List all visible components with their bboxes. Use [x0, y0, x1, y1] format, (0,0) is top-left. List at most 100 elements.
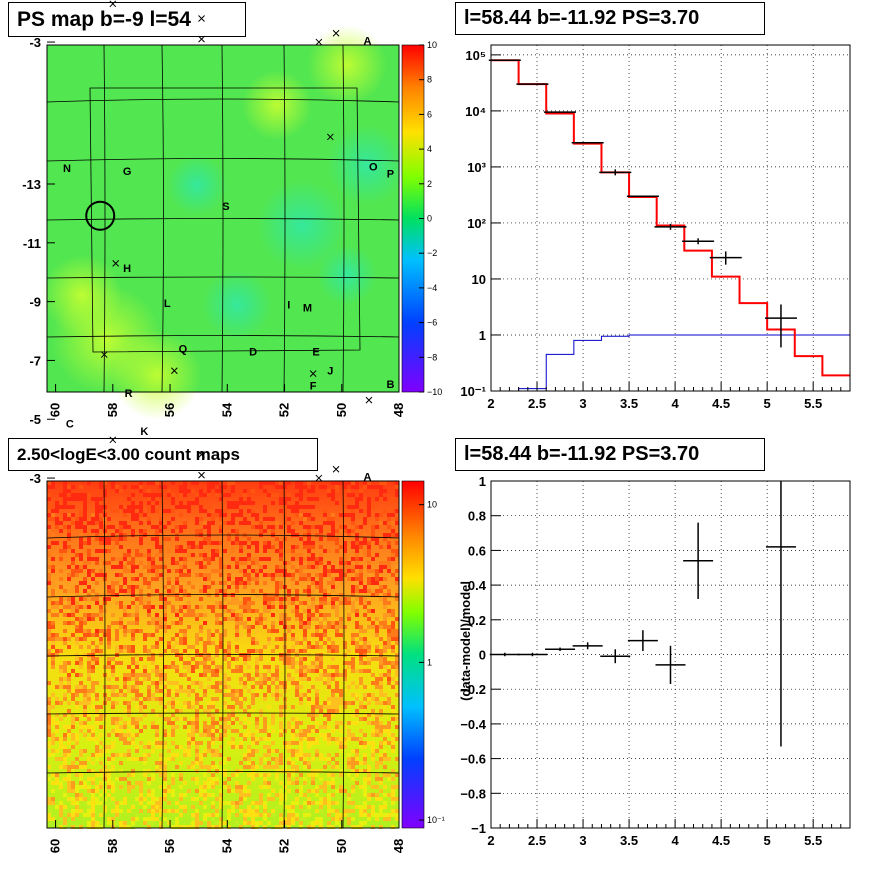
source-cross-2: [332, 29, 340, 37]
ytick-label--3: -3: [29, 35, 41, 50]
map-fluctuation-7: [202, 270, 272, 340]
map-fluctuation-1: [42, 255, 122, 335]
residual-panel: 2 2.5 3 3.5 4 4.5 5 5.5 1 0.8 0.6 0.4 0.2 0 −0.2 −0.4 −0…: [458, 474, 851, 848]
source-cross-3: [198, 15, 205, 22]
residual-ytick-label-5: 0: [479, 648, 486, 663]
spectrum-frame: [490, 44, 851, 392]
title-spectrum: l=58.44 b=-11.92 PS=3.70: [455, 2, 765, 35]
colorbar-label-1: 8: [427, 75, 432, 85]
source-cross-1: [315, 38, 323, 46]
colorbar-label-0: 10: [427, 40, 437, 50]
spectrum-ytick-label-4: 10: [472, 272, 486, 287]
xtick-label-52: 52: [277, 839, 292, 853]
grid-lon-4: [342, 44, 345, 393]
residual-ytick-label-10: −1: [471, 821, 486, 836]
grid-lat-2: [46, 654, 400, 657]
source-cross-8: [100, 351, 108, 358]
xtick-label-48: 48: [391, 839, 406, 853]
ytick-label--5: -5: [29, 412, 41, 427]
spectrum-ytick-label-5: 1: [479, 328, 486, 343]
count-pixels: [47, 481, 399, 829]
source-label-A: A: [364, 472, 372, 484]
map-fluctuation-4: [242, 70, 312, 140]
title-ps-map: PS map b=-9 l=54: [8, 2, 246, 37]
map-frame: [46, 44, 400, 393]
spectrum-xtick-label-3: 3.5: [620, 396, 638, 411]
residual-ytick-label-8: −0.6: [460, 752, 486, 767]
residual-xtick-label-3: 3.5: [620, 833, 638, 848]
source-label-K: K: [140, 0, 148, 2]
map-frame: [46, 480, 400, 829]
source-label-F: F: [310, 380, 317, 392]
residual-ytick-label-9: −0.8: [460, 786, 486, 801]
ytick-label--3: -3: [29, 471, 41, 486]
colorbar-label-5: 0: [427, 214, 432, 224]
grid-lat-1: [46, 594, 400, 598]
spectrum-ytick-label-2: 10³: [467, 160, 486, 175]
spectrum-xtick-label-7: 5.5: [804, 396, 822, 411]
xtick-label-60: 60: [48, 403, 63, 417]
spectrum-xtick-label-5: 4.5: [712, 396, 730, 411]
source-cross-5: [365, 396, 373, 404]
map-fluctuation-8: [167, 155, 227, 215]
ytick-label--7: -7: [29, 353, 41, 368]
spectrum-xtick-label-6: 5: [764, 396, 771, 411]
grid-lat-3: [46, 712, 400, 715]
source-cross-6: [170, 367, 178, 375]
map-fluctuation-3: [307, 25, 387, 105]
spectrum-xtick-label-0: 2: [487, 396, 494, 411]
ps-map-panel: ABCDEFGHIJKLMNOPQRS60585654525048-3-5-7-…: [29, 0, 442, 420]
source-label-D: D: [249, 347, 257, 359]
source-label-M: M: [303, 303, 312, 315]
spectrum-ytick-label-6: 10⁻¹: [460, 384, 486, 399]
residual-xtick-label-4: 4: [671, 833, 679, 848]
xtick-label-58: 58: [105, 403, 120, 417]
residual-xtick-label-1: 2.5: [528, 833, 546, 848]
spectrum-ytick-label-1: 10⁴: [465, 104, 486, 119]
title-residual: l=58.44 b=-11.92 PS=3.70: [455, 438, 765, 471]
source-cross-0: [198, 471, 205, 479]
count-map-panel: A B C D E F G H I J K L M N OP Q R S 60 58 56 54 52 50 48 -3 -5 -7 -…: [22, 133, 445, 853]
colorbar-label-0: 10: [427, 500, 437, 510]
colorbar-label-1: 1: [427, 657, 432, 667]
source-cross-0: [198, 35, 205, 43]
source-cross-3: [198, 451, 205, 458]
map-fluctuation-6: [327, 125, 407, 205]
residual-xtick-label-7: 5.5: [804, 833, 822, 848]
xtick-label-60: 60: [48, 839, 63, 853]
source-label-S: S: [222, 201, 229, 213]
source-label-E: E: [312, 347, 319, 359]
residual-ytick-label-3: 0.4: [468, 578, 487, 593]
colorbar-label-6: −2: [427, 248, 437, 258]
spectrum-xtick-label-2: 3: [579, 396, 586, 411]
source-cross-9: [112, 260, 120, 267]
grid-lat-4: [46, 335, 400, 338]
residual-ytick-label-2: 0.6: [468, 543, 486, 558]
grid-lat-0: [46, 534, 400, 539]
source-label-Q: Q: [179, 344, 188, 356]
source-label-C: C: [66, 419, 74, 431]
source-label-O: O: [369, 161, 378, 173]
colorbar: [401, 480, 425, 829]
grid-lon-0: [103, 44, 106, 393]
source-label-I: I: [287, 300, 290, 312]
xtick-label-50: 50: [334, 403, 349, 417]
source-label-P: P: [387, 169, 394, 181]
source-label-A: A: [364, 36, 372, 48]
title-count-maps: 2.50<logE<3.00 count maps: [8, 438, 318, 471]
grid-lat-0: [46, 98, 400, 103]
spectrum-plot-area: [491, 45, 850, 391]
residual-xtick-label-5: 4.5: [712, 833, 730, 848]
residual-ytick-label-4: 0.2: [468, 613, 486, 628]
xtick-label-56: 56: [162, 403, 177, 417]
grid-lat-3: [46, 276, 400, 279]
colorbar-label-9: −8: [427, 352, 437, 362]
target-circle: [85, 200, 116, 231]
source-label-G: G: [123, 166, 132, 178]
source-label-K: K: [140, 426, 148, 438]
map-fluctuation-9: [317, 245, 377, 305]
xtick-label-58: 58: [105, 839, 120, 853]
ytick-label--13: -13: [22, 177, 41, 192]
spectrum-ytick-label-0: 10⁵: [465, 48, 486, 63]
ytick-label--9: -9: [29, 295, 41, 310]
